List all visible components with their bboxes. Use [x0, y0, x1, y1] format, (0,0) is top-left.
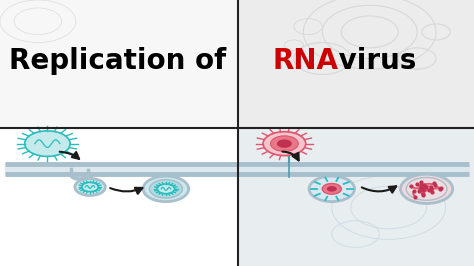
FancyBboxPatch shape — [238, 0, 474, 128]
Text: Replication of: Replication of — [9, 47, 237, 75]
Circle shape — [322, 184, 341, 194]
Text: virus: virus — [329, 47, 417, 75]
Circle shape — [327, 186, 337, 192]
FancyBboxPatch shape — [238, 128, 474, 266]
Circle shape — [143, 176, 189, 202]
Circle shape — [309, 176, 355, 202]
FancyBboxPatch shape — [0, 128, 238, 266]
Circle shape — [406, 177, 447, 200]
Circle shape — [82, 182, 99, 192]
Circle shape — [149, 180, 182, 198]
Circle shape — [75, 178, 105, 196]
Circle shape — [401, 174, 453, 203]
Text: RNA: RNA — [273, 47, 338, 75]
Circle shape — [263, 132, 306, 156]
Circle shape — [25, 131, 70, 156]
Circle shape — [277, 139, 292, 148]
Circle shape — [271, 136, 298, 151]
FancyBboxPatch shape — [0, 0, 238, 128]
Circle shape — [157, 184, 174, 194]
